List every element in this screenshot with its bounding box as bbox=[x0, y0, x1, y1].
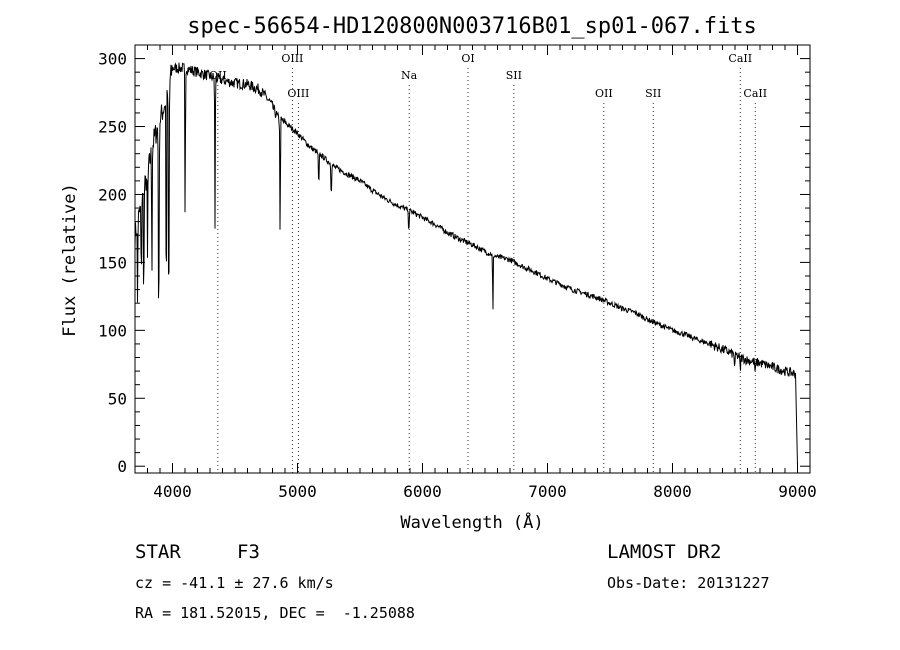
obs-date: Obs-Date: 20131227 bbox=[607, 574, 770, 592]
y-tick-label: 250 bbox=[98, 118, 127, 137]
object-type: STAR bbox=[135, 541, 181, 563]
axes: 4000 5000 6000 7000 8000 9000 0 50 100 150 200 250 3… bbox=[98, 44, 817, 501]
y-tick-label: 100 bbox=[98, 321, 127, 340]
y-tick-label: 50 bbox=[108, 389, 127, 408]
plot-frame bbox=[134, 44, 811, 474]
chart-title: spec-56654-HD120800N003716B01_sp01-067.f… bbox=[187, 14, 757, 39]
y-tick-label: 300 bbox=[98, 50, 127, 69]
line-marker-label: SII bbox=[645, 87, 661, 100]
x-tick-label: 4000 bbox=[153, 482, 192, 501]
line-marker-label: OII bbox=[595, 87, 613, 100]
x-tick-label: 7000 bbox=[528, 482, 567, 501]
x-tick-label: 5000 bbox=[278, 482, 317, 501]
y-tick-label: 0 bbox=[117, 457, 127, 476]
survey-name: LAMOST DR2 bbox=[607, 541, 722, 563]
line-marker-label: CaII bbox=[728, 52, 752, 65]
velocity-readout: cz = -41.1 ± 27.6 km/s bbox=[135, 574, 334, 592]
x-axis-label: Wavelength (Å) bbox=[400, 511, 543, 533]
y-tick-label: 200 bbox=[98, 185, 127, 204]
line-marker-label: OI bbox=[461, 52, 474, 65]
line-marker-label: Na bbox=[401, 69, 418, 82]
line-marker-label: CaII bbox=[743, 87, 767, 100]
line-marker-label: OIII bbox=[287, 87, 309, 100]
y-tick-label: 150 bbox=[98, 253, 127, 272]
spectrum-line bbox=[134, 62, 798, 467]
line-marker-label: SII bbox=[506, 69, 522, 82]
spectrum-series bbox=[134, 62, 798, 467]
x-tick-label: 8000 bbox=[653, 482, 692, 501]
coordinates-readout: RA = 181.52015, DEC = -1.25088 bbox=[135, 604, 415, 622]
line-marker-label: OIII bbox=[281, 52, 303, 65]
object-subclass: F3 bbox=[237, 541, 260, 563]
x-tick-label: 9000 bbox=[778, 482, 817, 501]
x-tick-label: 6000 bbox=[403, 482, 442, 501]
y-axis-label: Flux (relative) bbox=[60, 183, 80, 337]
